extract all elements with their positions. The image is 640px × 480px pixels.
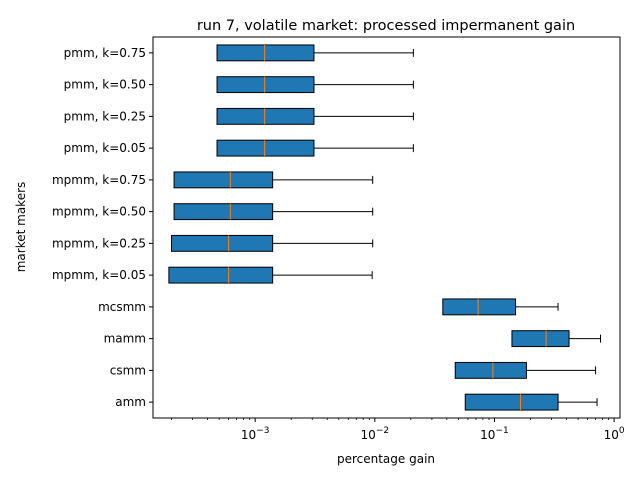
- x-tick-label: 10−1: [480, 426, 509, 442]
- y-tick-label: mpmm, k=0.25: [52, 236, 146, 250]
- box-iqr: [216, 76, 315, 94]
- box-iqr: [173, 203, 274, 221]
- chart-title: run 7, volatile market: processed imperm…: [197, 18, 575, 34]
- y-tick-label: amm: [115, 395, 146, 409]
- x-tick-label: 10−2: [361, 426, 390, 442]
- y-tick-label: csmm: [110, 363, 146, 377]
- y-tick-label: pmm, k=0.25: [64, 109, 146, 123]
- x-tick-label: 100: [604, 426, 625, 442]
- box-iqr: [168, 266, 274, 284]
- box-iqr: [216, 107, 315, 125]
- y-tick-label: pmm, k=0.05: [64, 141, 146, 155]
- y-tick-label: mpmm, k=0.50: [52, 205, 146, 219]
- box-iqr: [216, 139, 315, 157]
- box-iqr: [454, 361, 527, 379]
- box-iqr: [216, 44, 315, 62]
- box-iqr: [464, 393, 559, 411]
- x-axis-label: percentage gain: [337, 452, 435, 466]
- box-iqr: [442, 298, 517, 316]
- y-tick-label: mpmm, k=0.05: [52, 268, 146, 282]
- y-tick-label: mcsmm: [98, 300, 146, 314]
- box-iqr: [511, 330, 570, 348]
- y-tick-label: mpmm, k=0.75: [52, 173, 146, 187]
- y-tick-label: pmm, k=0.50: [64, 78, 146, 92]
- y-tick-label: pmm, k=0.75: [64, 46, 146, 60]
- y-axis-label: market makers: [14, 182, 28, 273]
- axes-frame: [152, 36, 621, 419]
- plot-area: amm csmm mamm mcsmm mpmm, k=0.05 mpmm, k=0.25…: [52, 36, 625, 442]
- x-tick-label: 10−3: [241, 426, 270, 442]
- y-tick-label: mamm: [104, 332, 146, 346]
- box-iqr: [173, 171, 274, 189]
- box-iqr: [171, 234, 274, 252]
